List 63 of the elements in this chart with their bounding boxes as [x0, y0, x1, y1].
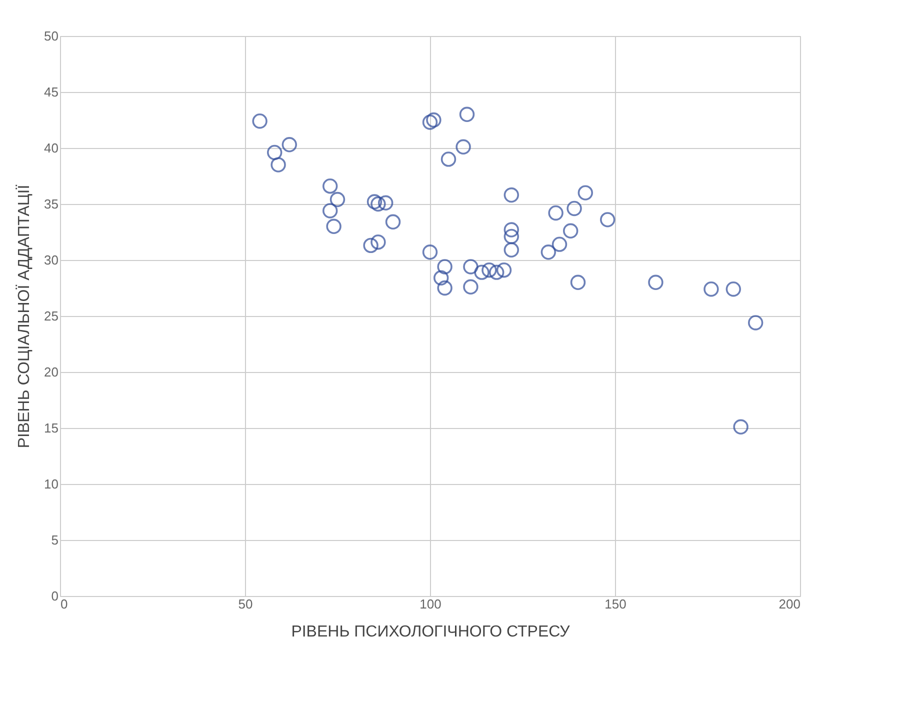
- point: [426, 112, 442, 128]
- point: [437, 259, 452, 274]
- point: [422, 244, 438, 260]
- point: [488, 264, 504, 280]
- y-tick-label: 15: [44, 420, 58, 436]
- point: [459, 106, 475, 122]
- x-tick-label: 0: [60, 596, 68, 612]
- point: [504, 187, 520, 203]
- point: [456, 139, 471, 154]
- point: [600, 212, 616, 228]
- point: [366, 194, 382, 210]
- point: [552, 236, 568, 252]
- point: [482, 262, 497, 278]
- y-tick-label: 20: [44, 364, 58, 380]
- point: [363, 238, 378, 254]
- y-tick-label: 35: [44, 196, 58, 212]
- point: [252, 114, 268, 129]
- y-axis-title: РІВЕНЬ СОЦІАЛЬНОЇ АДДАПТАЦІЇ: [15, 184, 34, 448]
- point: [463, 279, 478, 294]
- point: [496, 262, 512, 278]
- y-tick-label: 40: [44, 140, 58, 156]
- point: [330, 192, 346, 208]
- point: [548, 205, 564, 221]
- point: [726, 282, 742, 297]
- point: [370, 196, 386, 212]
- point: [733, 419, 748, 434]
- point: [322, 203, 338, 218]
- y-tick-label: 45: [44, 84, 58, 100]
- y-tick-label: 50: [44, 28, 58, 44]
- point: [704, 282, 719, 297]
- x-tick-label: 150: [604, 596, 626, 612]
- point: [378, 195, 394, 210]
- point: [566, 200, 582, 216]
- point: [504, 242, 520, 258]
- x-tick-label: 50: [238, 596, 253, 612]
- point: [322, 178, 338, 194]
- x-axis-title: РІВЕНЬ ПСИХОЛОГІЧНОГО СТРЕСУ: [291, 624, 571, 640]
- point: [748, 315, 764, 330]
- point: [648, 274, 664, 290]
- point: [270, 157, 286, 172]
- point: [440, 152, 456, 167]
- x-tick-label: 200: [778, 596, 800, 612]
- point: [422, 114, 438, 130]
- point: [326, 218, 342, 234]
- point: [570, 274, 586, 290]
- y-tick-label: 10: [44, 476, 58, 492]
- point: [504, 222, 520, 238]
- y-tick-label: 30: [44, 252, 58, 268]
- point: [562, 223, 578, 238]
- y-tick-label: 25: [44, 308, 58, 324]
- point: [540, 244, 556, 260]
- point: [370, 234, 386, 250]
- point: [433, 270, 449, 286]
- point: [385, 214, 401, 230]
- point: [504, 228, 520, 244]
- point: [437, 280, 452, 296]
- point: [266, 144, 282, 160]
- point: [474, 264, 490, 280]
- x-tick-label: 100: [420, 596, 442, 612]
- point: [578, 185, 594, 200]
- point: [282, 137, 298, 152]
- point: [463, 259, 478, 274]
- y-tick-label: 5: [51, 532, 58, 548]
